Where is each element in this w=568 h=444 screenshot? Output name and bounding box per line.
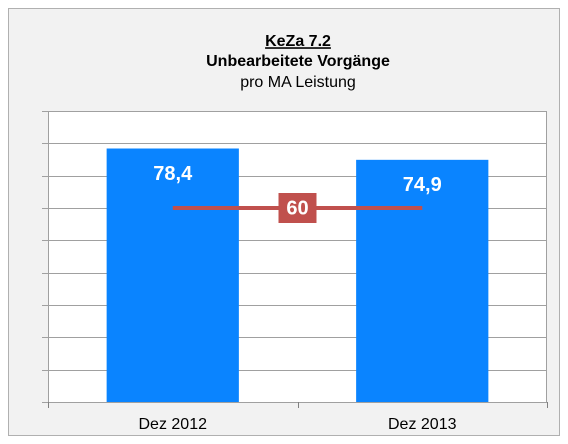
chart-subtitle: pro MA Leistung xyxy=(240,74,356,91)
data-label: 74,9 xyxy=(403,174,442,196)
x-tick-label: Dez 2012 xyxy=(139,416,208,433)
reference-label-box xyxy=(278,193,317,223)
chart-title: Unbearbeitete Vorgänge xyxy=(206,53,390,70)
x-tick-label: Dez 2013 xyxy=(388,416,457,433)
reference-label: 60 xyxy=(286,197,308,219)
chart-title: KeZa 7.2 xyxy=(265,33,331,50)
bar xyxy=(356,159,489,402)
data-label: 78,4 xyxy=(153,163,193,185)
bar xyxy=(106,148,239,402)
